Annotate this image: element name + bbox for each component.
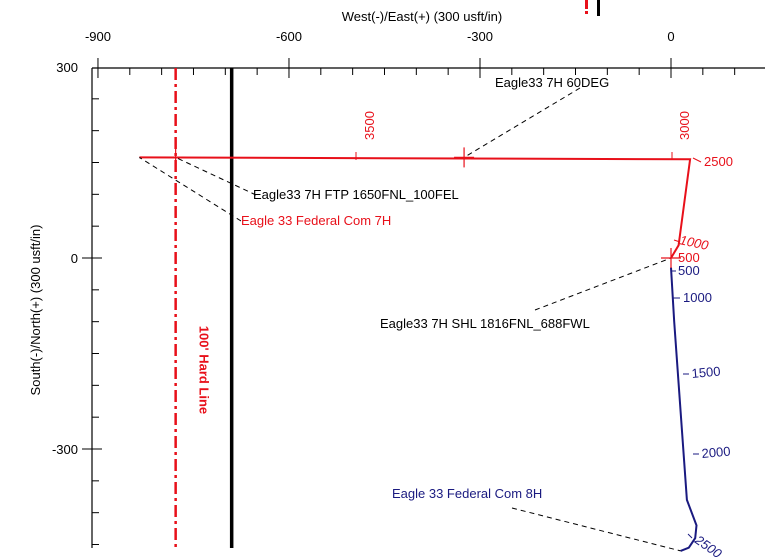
y-tick-labels: 300 0 -300	[52, 60, 78, 457]
north-indicator-icon	[585, 0, 600, 16]
x-tick-label: 0	[667, 29, 674, 44]
y-ticks	[82, 98, 102, 546]
y-axis-title: South(-)/North(+) (300 usft/in)	[28, 225, 43, 396]
md-label: 500	[678, 263, 700, 278]
md-label: 2500	[704, 154, 733, 169]
x-tick-label: -900	[85, 29, 111, 44]
leader-line	[511, 507, 681, 552]
leader-line	[175, 156, 257, 196]
x-tick-label: -300	[467, 29, 493, 44]
ann-shl: Eagle33 7H SHL 1816FNL_688FWL	[380, 316, 590, 331]
md-label: 3500	[362, 111, 377, 140]
series-layer	[139, 156, 698, 552]
md-label: 3000	[677, 111, 692, 140]
md-label: 1500	[691, 364, 721, 381]
x-ticks	[97, 58, 736, 78]
leader-layer	[139, 87, 681, 552]
x-axis-title: West(-)/East(+) (300 usft/in)	[342, 9, 503, 24]
marker-layer	[165, 147, 681, 268]
ann-8h-name: Eagle 33 Federal Com 8H	[392, 486, 542, 501]
ann-60deg: Eagle33 7H 60DEG	[495, 75, 609, 90]
ann-ftp: Eagle33 7H FTP 1650FNL_100FEL	[253, 187, 459, 202]
hard-line-label: 100' Hard Line	[197, 326, 212, 414]
y-tick-label: -300	[52, 442, 78, 457]
x-tick-labels: -900 -600 -300 0	[85, 29, 675, 44]
leader-line	[463, 87, 581, 158]
well-path-7h	[139, 156, 692, 259]
ann-7h-name: Eagle 33 Federal Com 7H	[241, 213, 391, 228]
y-tick-label: 300	[56, 60, 78, 75]
md-label: 500	[678, 250, 700, 265]
leader-line	[534, 257, 672, 311]
leader-line	[139, 156, 242, 222]
y-tick-label: 0	[71, 251, 78, 266]
md-label: 1000	[678, 232, 710, 253]
md-label: 1000	[683, 290, 712, 305]
md-tick	[692, 157, 702, 163]
md-label: 2500	[691, 532, 725, 559]
md-label: 2000	[701, 444, 731, 461]
md-tick	[687, 533, 693, 539]
md-tick	[673, 239, 681, 243]
well-path-8h	[670, 267, 698, 552]
x-tick-label: -600	[276, 29, 302, 44]
